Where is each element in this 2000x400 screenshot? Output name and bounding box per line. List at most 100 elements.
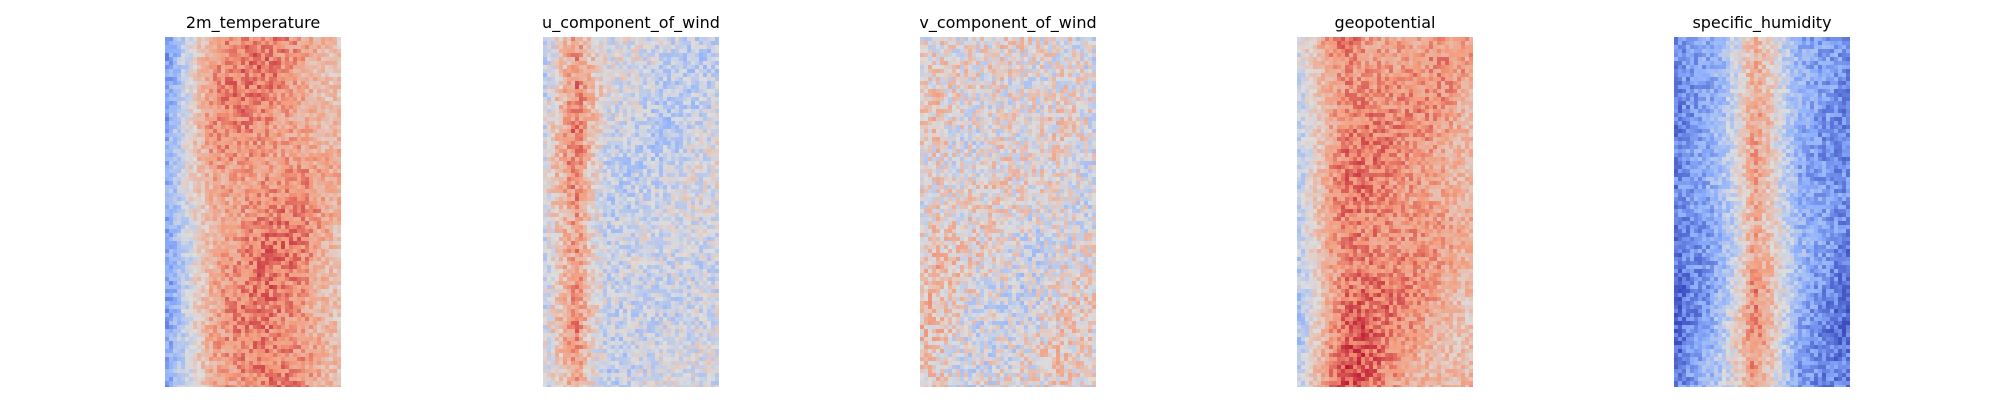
heatmap-cell — [237, 77, 241, 81]
heatmap-cell — [321, 233, 325, 237]
heatmap-cell — [313, 177, 317, 181]
heatmap-cell — [237, 245, 241, 249]
heatmap-cell — [249, 169, 253, 173]
heatmap-cell — [213, 113, 217, 117]
heatmap-cell — [285, 201, 289, 205]
heatmap-cell — [563, 73, 567, 77]
heatmap-cell — [169, 277, 173, 281]
heatmap-cell — [257, 45, 261, 49]
heatmap-cell — [233, 377, 237, 381]
heatmap-cell — [281, 65, 285, 69]
heatmap-cell — [337, 341, 341, 345]
heatmap-cell — [293, 125, 297, 129]
heatmap-cell — [249, 325, 253, 329]
heatmap-cell — [691, 121, 695, 125]
heatmap-cell — [205, 89, 209, 93]
heatmap-cell — [635, 53, 639, 57]
heatmap-cell — [297, 253, 301, 257]
heatmap-cell — [559, 45, 563, 49]
heatmap-cell — [269, 129, 273, 133]
heatmap-cell — [169, 157, 173, 161]
heatmap-cell — [293, 145, 297, 149]
heatmap-cell — [309, 365, 313, 369]
heatmap-cell — [201, 253, 205, 257]
heatmap-cell — [177, 249, 181, 253]
heatmap-cell — [261, 109, 265, 113]
heatmap-cell — [703, 45, 707, 49]
heatmap-cell — [189, 221, 193, 225]
heatmap-cell — [325, 133, 329, 137]
heatmap-cell — [201, 173, 205, 177]
heatmap-cell — [321, 297, 325, 301]
heatmap-cell — [297, 117, 301, 121]
heatmap-cell — [663, 125, 667, 129]
heatmap-cell — [305, 261, 309, 265]
heatmap-cell — [257, 77, 261, 81]
heatmap-cell — [293, 353, 297, 357]
heatmap-cell — [265, 105, 269, 109]
heatmap-cell — [333, 253, 337, 257]
heatmap-cell — [177, 221, 181, 225]
heatmap-cell — [233, 89, 237, 93]
heatmap-cell — [205, 381, 209, 385]
heatmap-cell — [607, 109, 611, 113]
heatmap-cell — [213, 285, 217, 289]
heatmap-cell — [217, 357, 221, 361]
heatmap-cell — [285, 177, 289, 181]
heatmap-cell — [309, 193, 313, 197]
heatmap-cell — [293, 261, 297, 265]
heatmap-cell — [643, 133, 647, 137]
heatmap-cell — [675, 125, 679, 129]
heatmap-cell — [185, 209, 189, 213]
heatmap-cell — [293, 217, 297, 221]
heatmap-cell — [301, 145, 305, 149]
heatmap-cell — [257, 57, 261, 61]
heatmap-cell — [285, 353, 289, 357]
heatmap-cell — [695, 85, 699, 89]
heatmap-cell — [217, 349, 221, 353]
heatmap-cell — [285, 225, 289, 229]
heatmap-cell — [333, 269, 337, 273]
heatmap-cell — [233, 57, 237, 61]
heatmap-cell — [265, 181, 269, 185]
heatmap-cell — [217, 369, 221, 373]
heatmap-cell — [165, 37, 169, 41]
heatmap-cell — [269, 325, 273, 329]
heatmap-cell — [185, 97, 189, 101]
heatmap-cell — [583, 117, 587, 121]
heatmap-cell — [273, 41, 277, 45]
heatmap-cell — [165, 309, 169, 313]
heatmap-cell — [293, 385, 297, 387]
heatmap-cell — [707, 129, 711, 133]
heatmap-cell — [635, 89, 639, 93]
heatmap-cell — [301, 337, 305, 341]
heatmap-cell — [185, 281, 189, 285]
heatmap-cell — [173, 385, 177, 387]
heatmap-cell — [205, 133, 209, 137]
heatmap-cell — [329, 57, 333, 61]
heatmap-cell — [313, 369, 317, 373]
heatmap-cell — [627, 89, 631, 93]
heatmap-cell — [321, 305, 325, 309]
heatmap-cell — [201, 113, 205, 117]
heatmap-cell — [667, 77, 671, 81]
heatmap-cell — [265, 337, 269, 341]
heatmap-cell — [217, 105, 221, 109]
heatmap-cell — [281, 289, 285, 293]
heatmap-cell — [193, 181, 197, 185]
heatmap-cell — [651, 109, 655, 113]
heatmap-cell — [185, 193, 189, 197]
heatmap-cell — [249, 57, 253, 61]
heatmap-cell — [241, 189, 245, 193]
heatmap-cell — [225, 377, 229, 381]
heatmap-cell — [297, 53, 301, 57]
heatmap-cell — [691, 93, 695, 97]
heatmap-cell — [333, 69, 337, 73]
heatmap-cell — [169, 165, 173, 169]
heatmap-cell — [185, 49, 189, 53]
heatmap-cell — [337, 245, 341, 249]
heatmap-cell — [269, 225, 273, 229]
heatmap-cell — [325, 333, 329, 337]
heatmap-cell — [321, 385, 325, 387]
heatmap-cell — [197, 153, 201, 157]
